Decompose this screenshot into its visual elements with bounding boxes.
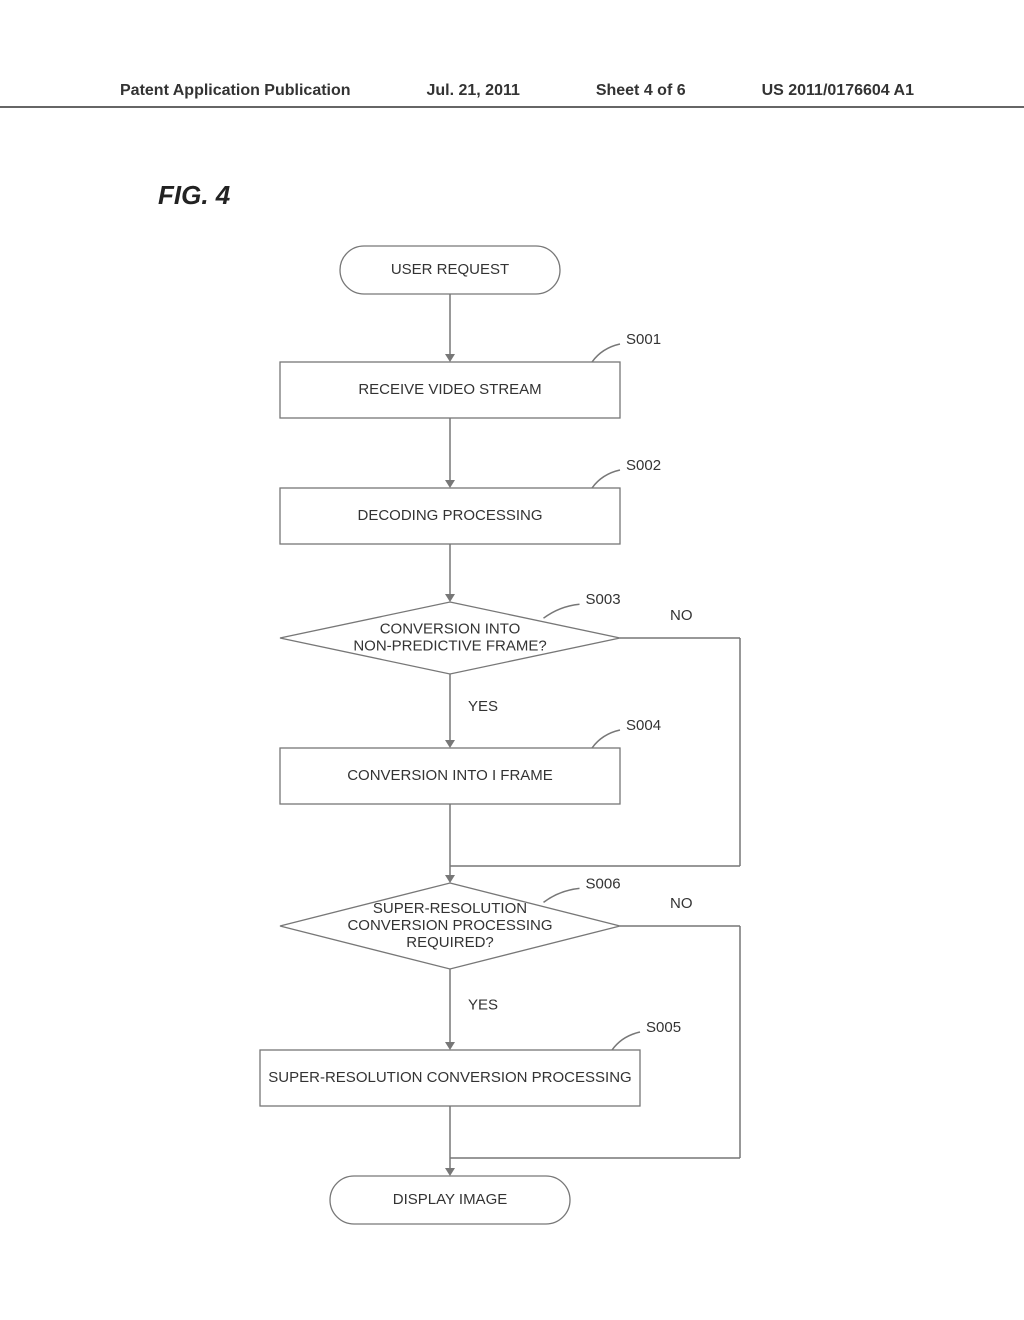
header-sheet: Sheet 4 of 6 [596,82,686,100]
page-header: Patent Application Publication Jul. 21, … [0,82,1024,108]
svg-text:REQUIRED?: REQUIRED? [406,934,494,951]
flowchart: USER REQUEST RECEIVE VIDEO STREAM S001 DECO… [180,230,860,1250]
svg-text:RECEIVE VIDEO STREAM: RECEIVE VIDEO STREAM [358,381,541,398]
svg-text:S001: S001 [626,331,661,348]
svg-text:YES: YES [468,997,498,1014]
svg-text:S005: S005 [646,1019,681,1036]
figure-label: FIG. 4 [158,180,230,211]
svg-text:SUPER-RESOLUTION: SUPER-RESOLUTION [373,900,527,917]
svg-text:USER REQUEST: USER REQUEST [391,261,509,278]
svg-text:NO: NO [670,895,693,912]
svg-text:YES: YES [468,698,498,715]
svg-text:DECODING PROCESSING: DECODING PROCESSING [357,507,542,524]
header-date: Jul. 21, 2011 [426,82,519,100]
svg-text:S006: S006 [586,875,621,892]
svg-text:CONVERSION INTO: CONVERSION INTO [380,620,521,637]
header-publication: Patent Application Publication [120,82,351,100]
header-docnum: US 2011/0176604 A1 [762,82,914,100]
svg-text:S002: S002 [626,457,661,474]
svg-text:NON-PREDICTIVE FRAME?: NON-PREDICTIVE FRAME? [353,637,546,654]
svg-text:CONVERSION INTO I FRAME: CONVERSION INTO I FRAME [347,767,553,784]
page: Patent Application Publication Jul. 21, … [0,0,1024,1320]
svg-text:SUPER-RESOLUTION CONVERSION PR: SUPER-RESOLUTION CONVERSION PROCESSING [268,1069,631,1086]
svg-text:S003: S003 [586,591,621,608]
svg-text:CONVERSION PROCESSING: CONVERSION PROCESSING [347,917,552,934]
svg-text:S004: S004 [626,717,661,734]
svg-text:DISPLAY IMAGE: DISPLAY IMAGE [393,1191,508,1208]
svg-text:NO: NO [670,607,693,624]
